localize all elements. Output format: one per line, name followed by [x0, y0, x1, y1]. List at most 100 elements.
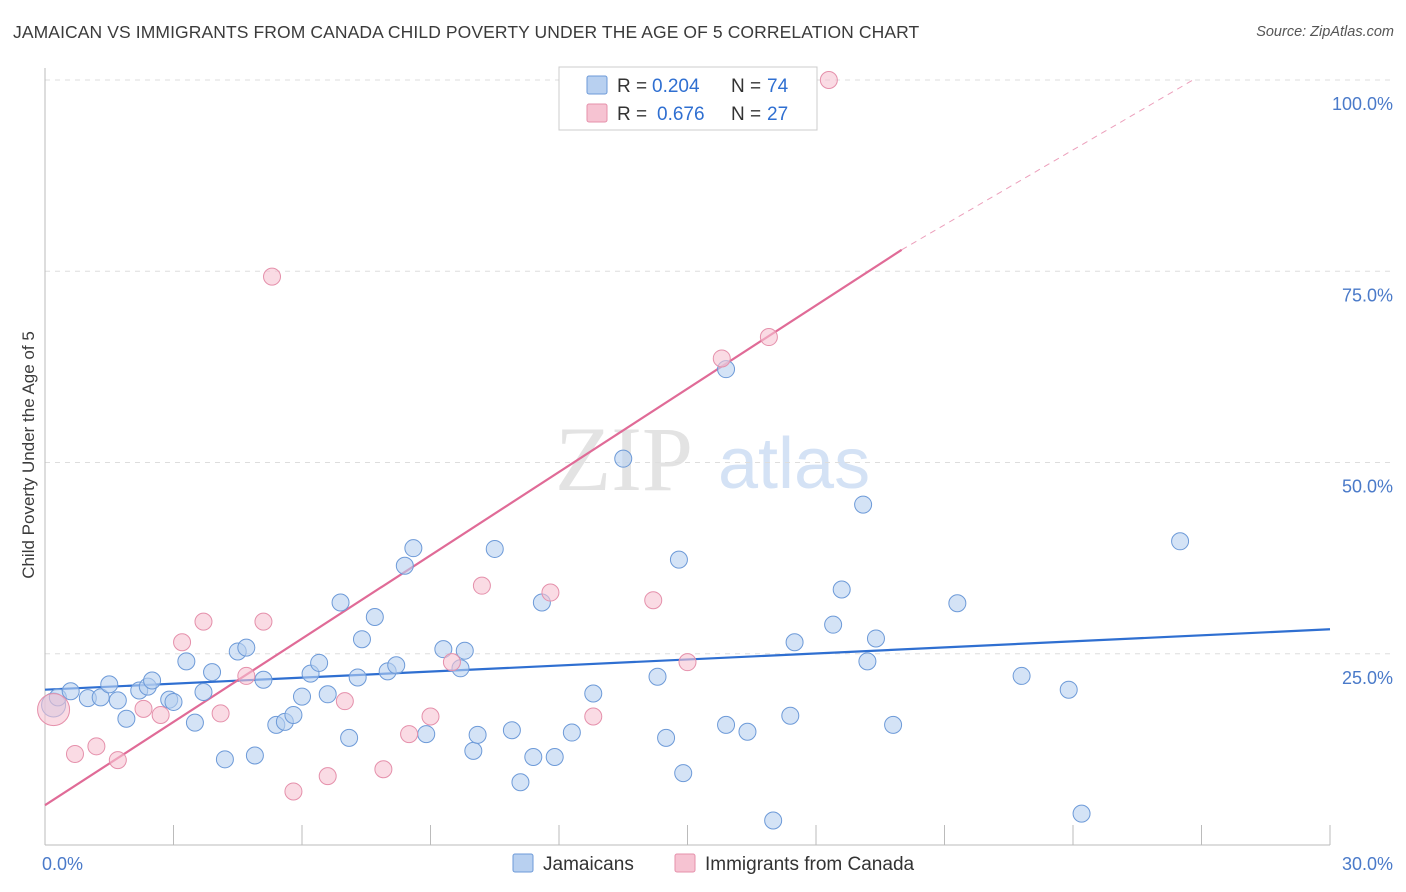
bottom-legend-swatch-blue — [512, 853, 534, 873]
legend-r-label-1: R = — [617, 76, 647, 97]
canada-point — [151, 705, 170, 724]
jamaicans-point — [464, 741, 483, 760]
canada-point — [237, 666, 256, 685]
canada-point — [584, 707, 603, 726]
jamaicans-point — [331, 593, 350, 612]
jamaicans-point — [781, 706, 800, 725]
jamaicans-point — [657, 728, 676, 747]
jamaicans-point — [185, 713, 204, 732]
watermark: ZIP atlas — [555, 408, 870, 510]
legend-r-value-2: 0.676 — [657, 104, 705, 125]
top-legend: R = 0.204 N = 74 R = 0.676 N = 27 — [558, 66, 818, 131]
jamaicans-point — [395, 556, 414, 575]
jamaicans-point — [310, 653, 329, 672]
jamaicans-point — [502, 721, 521, 740]
canada-point — [678, 653, 697, 672]
legend-swatch-blue — [586, 75, 608, 95]
canada-point — [194, 612, 213, 631]
canada-point — [712, 349, 731, 368]
jamaicans-point — [348, 668, 367, 687]
y-tick-label: 100.0% — [1332, 94, 1393, 114]
source-credit: Source: ZipAtlas.com — [1256, 24, 1394, 40]
jamaicans-point — [365, 608, 384, 627]
legend-r-value-1: 0.204 — [652, 76, 700, 97]
jamaicans-point — [545, 748, 564, 767]
jamaicans-point — [203, 663, 222, 682]
legend-n-value-1: 74 — [767, 76, 789, 97]
legend-n-label-2: N = — [731, 104, 761, 125]
jamaicans-point — [164, 692, 183, 711]
jamaicans-point — [764, 811, 783, 830]
jamaicans-point — [562, 723, 581, 742]
jamaicans-point — [1171, 532, 1190, 551]
jamaicans-point — [177, 652, 196, 671]
jamaicans-point — [340, 728, 359, 747]
y-tick-label: 25.0% — [1342, 668, 1393, 688]
canada-point — [644, 591, 663, 610]
jamaicans-point — [91, 688, 110, 707]
y-tick-label: 50.0% — [1342, 477, 1393, 497]
jamaicans-point — [284, 705, 303, 724]
watermark-atlas: atlas — [718, 424, 870, 504]
jamaicans-point — [417, 725, 436, 744]
canada-point — [173, 633, 192, 652]
jamaicans-point — [824, 615, 843, 634]
jamaicans-point — [245, 746, 264, 765]
y-tick-label: 75.0% — [1342, 285, 1393, 305]
jamaicans-point — [524, 748, 543, 767]
jamaicans-point — [832, 580, 851, 599]
jamaicans-point — [614, 449, 633, 468]
jamaicans-point — [1012, 666, 1031, 685]
bottom-legend-canada: Immigrants from Canada — [705, 854, 915, 875]
jamaicans-point — [854, 495, 873, 514]
jamaicans-point — [100, 675, 119, 694]
bottom-legend: Jamaicans Immigrants from Canada — [512, 853, 915, 875]
jamaicans-point — [318, 685, 337, 704]
canada-point — [335, 692, 354, 711]
jamaicans-point — [866, 629, 885, 648]
jamaicans-point — [785, 633, 804, 652]
jamaicans-point — [143, 671, 162, 690]
y-tick-labels: 25.0% 50.0% 75.0% 100.0% — [1332, 94, 1393, 688]
canada-point — [211, 704, 230, 723]
canada-point — [374, 760, 393, 779]
jamaicans-point — [254, 670, 273, 689]
canada-point — [400, 725, 419, 744]
canada-point — [134, 699, 153, 718]
canada-point — [819, 71, 838, 89]
jamaicans-point — [61, 682, 80, 701]
canada-point — [108, 751, 127, 770]
jamaicans-point — [738, 722, 757, 741]
jamaicans-point — [884, 715, 903, 734]
jamaicans-point — [387, 656, 406, 675]
jamaicans-point — [468, 725, 487, 744]
jamaicans-point — [485, 539, 504, 558]
bottom-legend-jamaicans: Jamaicans — [543, 854, 634, 875]
jamaicans-point — [511, 773, 530, 792]
jamaicans-point — [434, 640, 453, 659]
jamaicans-point — [1059, 680, 1078, 699]
canada-points — [37, 71, 838, 801]
canada-point — [254, 612, 273, 631]
legend-swatch-pink — [586, 103, 608, 123]
legend-n-label-1: N = — [731, 76, 761, 97]
jamaicans-points — [41, 360, 1190, 830]
canada-point — [87, 737, 106, 756]
x-tick-label: 0.0% — [42, 854, 83, 874]
canada-point — [541, 583, 560, 602]
chart-title: JAMAICAN VS IMMIGRANTS FROM CANADA CHILD… — [13, 22, 920, 42]
canada-point — [421, 707, 440, 726]
canada-point — [318, 767, 337, 786]
jamaicans-point — [293, 687, 311, 706]
legend-r-label-2: R = — [617, 104, 647, 125]
canada-point — [37, 693, 71, 727]
canada-point — [759, 328, 778, 347]
canada-trend-extension — [901, 79, 1194, 251]
jamaicans-point — [237, 638, 256, 657]
jamaicans-point — [858, 652, 877, 671]
jamaicans-point — [117, 709, 136, 728]
canada-point — [263, 267, 282, 286]
jamaicans-point — [108, 691, 127, 710]
canada-point — [284, 782, 303, 801]
